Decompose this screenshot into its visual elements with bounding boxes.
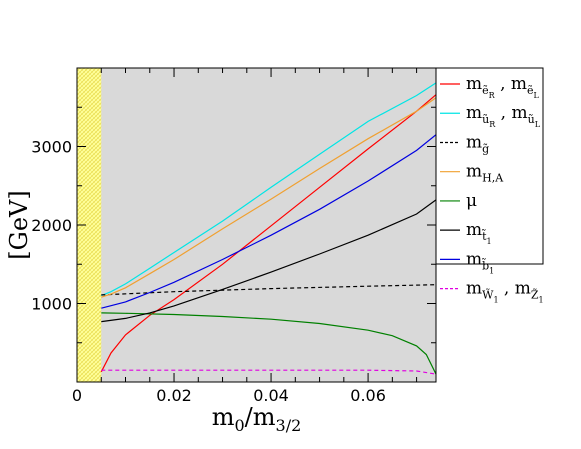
series-line-2 — [101, 82, 436, 297]
legend-label-5: μ — [466, 191, 477, 211]
legend-label-6: mt̃1 — [466, 220, 492, 246]
y-axis-title: [GeV] — [5, 190, 33, 259]
legend-label-4: mH,A — [466, 162, 504, 185]
x-tick-label: 0.02 — [156, 386, 192, 405]
series-line-4 — [101, 97, 436, 298]
legend-label-2: mũR , mũL — [466, 103, 541, 129]
x-tick-label: 0 — [72, 386, 82, 405]
series-line-6 — [101, 199, 436, 323]
legend-label-1: mẽR , mẽL — [466, 74, 540, 100]
legend-box — [435, 67, 544, 265]
axes: 0 0.02 0.04 0.06 1000 2000 3000 m0/m3/2 [GeV] — [5, 67, 437, 435]
y-tick-label: 2000 — [31, 216, 72, 235]
series-line-7 — [101, 134, 436, 309]
legend-label-3: mg̃ — [466, 132, 489, 155]
plot-background — [77, 68, 436, 382]
series-line-1 — [100, 94, 436, 373]
x-axis-title: m0/m3/2 — [212, 403, 302, 435]
x-tick-label: 0.04 — [253, 386, 289, 405]
series-group — [100, 82, 436, 375]
legend: mẽR , mẽL mũR , mũL mg̃ mH,A μ mt̃1 mb̃1 mW̃1 ,… — [435, 67, 544, 305]
series-line-8 — [101, 369, 436, 375]
y-tick-label: 3000 — [31, 138, 72, 157]
plot-area — [77, 68, 436, 382]
legend-label-8: mW̃1 , mZ̃1 — [466, 279, 544, 305]
legend-label-7: mb̃1 — [466, 249, 494, 275]
y-tick-label: 1000 — [31, 295, 72, 314]
series-line-5 — [101, 312, 436, 375]
x-tick-label: 0.06 — [350, 386, 386, 405]
series-line-3 — [101, 284, 436, 296]
